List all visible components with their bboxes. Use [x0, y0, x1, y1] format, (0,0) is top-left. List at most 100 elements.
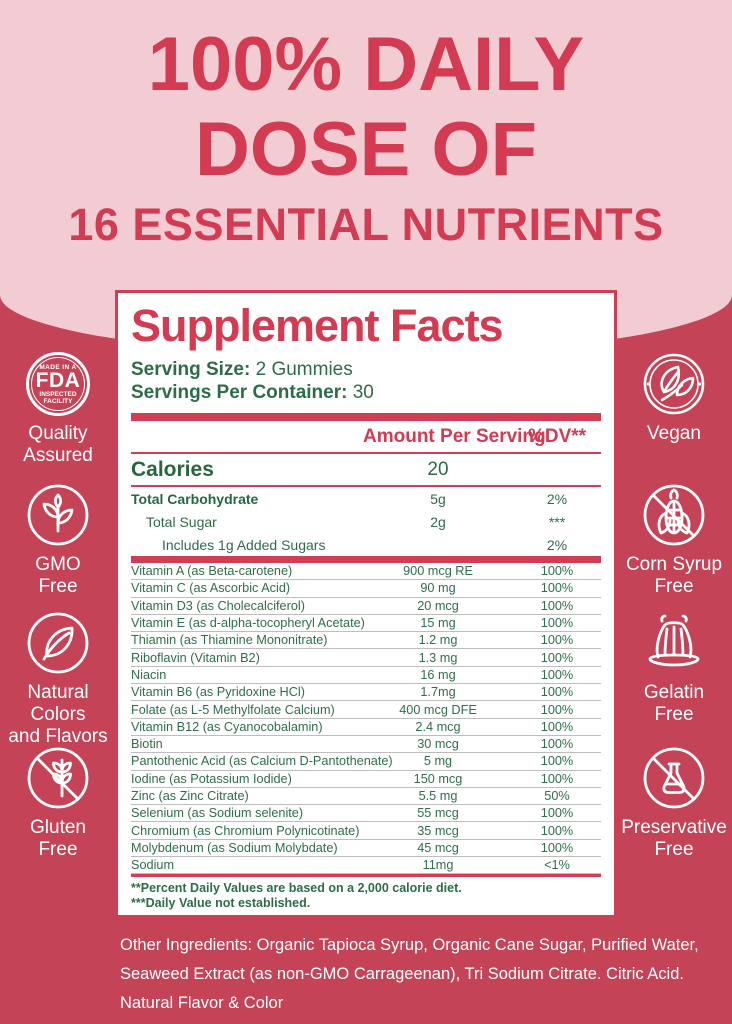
badge-quality-assured: MADE IN A FDA INSPECTED FACILITY Quality…: [0, 352, 116, 467]
hero-line-3: 16 ESSENTIAL NUTRIENTS: [68, 199, 664, 250]
nutrient-row: Vitamin E (as d-alpha-tocopheryl Acetate…: [131, 615, 601, 633]
nutrient-dv: 100%: [540, 581, 574, 596]
nutrient-name: Biotin: [131, 737, 163, 752]
nutrient-row: Folate (as L-5 Methylfolate Calcium) 400…: [131, 701, 601, 719]
serving-size-line: Serving Size: 2 Gummies: [131, 358, 601, 381]
nutrient-dv: 100%: [540, 702, 574, 717]
hero-headline: 100% DAILY DOSE OF 16 ESSENTIAL NUTRIENT…: [0, 22, 732, 252]
macro-row: Total Sugar 2g ***: [131, 510, 601, 533]
nutrient-amount: 900 mcg RE: [403, 564, 473, 579]
badge-label: Natural Colors and Flavors: [8, 682, 108, 747]
fda-bottom-text: INSPECTED FACILITY: [39, 390, 77, 405]
macro-name: Total Sugar: [146, 513, 217, 530]
nutrient-dv: 100%: [540, 754, 574, 769]
calories-label: Calories: [131, 457, 214, 481]
nutrient-name: Niacin: [131, 667, 167, 682]
nutrient-amount: 1.2 mg: [418, 633, 458, 648]
divider-thin: [131, 485, 601, 487]
nutrient-dv: 100%: [540, 771, 574, 786]
nutrient-row: Sodium 11mg <1%: [131, 857, 601, 875]
nutrient-dv: 100%: [540, 840, 574, 855]
macro-row: Total Carbohydrate 5g 2%: [131, 487, 601, 510]
nutrient-amount: 1.3 mg: [418, 650, 458, 665]
nutrient-name: Riboflavin (Vitamin B2): [131, 650, 260, 665]
badge-label: Gelatin Free: [643, 682, 705, 725]
fda-badge-icon: MADE IN A FDA INSPECTED FACILITY: [26, 352, 90, 416]
macro-row: Includes 1g Added Sugars 2%: [131, 533, 601, 556]
nutrient-name: Thiamin (as Thiamine Mononitrate): [131, 633, 328, 648]
nutrient-amount: 400 mcg DFE: [399, 702, 477, 717]
servings-per-container-line: Servings Per Container: 30: [131, 381, 601, 404]
nutrient-amount: 35 mcg: [417, 823, 459, 838]
macro-dv: 2%: [546, 536, 568, 553]
nutrient-name: Pantothenic Acid (as Calcium D-Pantothen…: [131, 754, 393, 769]
nutrient-dv: 100%: [540, 823, 574, 838]
nutrient-name: Folate (as L-5 Methylfolate Calcium): [131, 702, 335, 717]
calories-value: 20: [427, 458, 449, 480]
nutrient-amount: 2.4 mcg: [415, 719, 461, 734]
badge-label: Vegan: [647, 423, 701, 444]
nutrient-name: Iodine (as Potassium Iodide): [131, 771, 292, 786]
nutrient-amount: 90 mg: [420, 581, 456, 596]
macro-amount: 2g: [430, 513, 446, 530]
nutrient-row: Selenium (as Sodium selenite) 55 mcg 100…: [131, 805, 601, 823]
nutrient-name: Vitamin B12 (as Cyanocobalamin): [131, 719, 323, 734]
serving-size-value: 2 Gummies: [250, 359, 353, 380]
nutrient-dv: 100%: [540, 633, 574, 648]
macro-name: Total Carbohydrate: [131, 490, 259, 507]
panel-title: Supplement Facts: [131, 300, 504, 351]
nutrient-row: Riboflavin (Vitamin B2) 1.3 mg 100%: [131, 649, 601, 667]
nutrient-amount: 55 mcg: [417, 806, 459, 821]
nutrient-dv: 100%: [540, 667, 574, 682]
nutrient-dv: <1%: [544, 858, 570, 873]
divider-thick: [131, 413, 601, 421]
nutrient-dv: 100%: [540, 650, 574, 665]
macro-dv: ***: [548, 513, 566, 530]
nutrient-row: Thiamin (as Thiamine Mononitrate) 1.2 mg…: [131, 632, 601, 650]
nutrient-amount: 5 mg: [423, 754, 453, 769]
nutrient-dv: 100%: [540, 719, 574, 734]
nutrient-dv: 100%: [540, 806, 574, 821]
supplement-facts-panel: Supplement Facts Serving Size: 2 Gummies…: [115, 290, 617, 918]
divider-medium: [131, 874, 601, 878]
footnote-dv: **Percent Daily Values are based on a 2,…: [131, 881, 462, 896]
nutrient-name: Molybdenum (as Sodium Molybdate): [131, 840, 338, 855]
nutrient-name: Zinc (as Zinc Citrate): [131, 789, 249, 803]
calories-row: Calories 20: [131, 454, 601, 485]
badge-label: Gluten Free: [30, 817, 86, 860]
nutrient-row: Vitamin D3 (as Cholecalciferol) 20 mcg 1…: [131, 598, 601, 615]
sprout-icon: [26, 483, 90, 547]
divider-thick: [131, 556, 601, 563]
hero-line-1: 100% DAILY: [147, 22, 585, 107]
badge-label: Corn Syrup Free: [625, 554, 723, 597]
badge-label: Quality Assured: [23, 423, 93, 466]
serving-size-label: Serving Size:: [131, 359, 251, 380]
other-ingredients-text: Other Ingredients: Organic Tapioca Syrup…: [120, 936, 699, 1012]
macro-amount: 5g: [430, 490, 446, 507]
servings-label: Servings Per Container:: [131, 382, 348, 403]
badge-gelatin-free: Gelatin Free: [616, 611, 732, 726]
table-header-row: Amount Per Serving %DV**: [131, 421, 601, 452]
nutrient-dv: 100%: [540, 737, 574, 752]
macro-dv: 2%: [546, 490, 568, 507]
nutrient-dv: 100%: [540, 598, 574, 613]
badge-natural-colors-flavors: Natural Colors and Flavors: [0, 611, 116, 748]
nutrient-amount: 1.7mg: [420, 685, 456, 700]
nutrient-row: Biotin 30 mcg 100%: [131, 736, 601, 754]
servings-value: 30: [347, 382, 374, 403]
nutrient-name: Vitamin E (as d-alpha-tocopheryl Acetate…: [131, 616, 365, 631]
nutrient-dv: 100%: [540, 685, 574, 700]
nutrient-row: Niacin 16 mg 100%: [131, 667, 601, 685]
badge-vegan: Vegan: [616, 352, 732, 445]
corn-slash-icon: [642, 483, 706, 547]
footnote-not-established: ***Daily Value not established.: [131, 896, 311, 911]
nutrient-row: Molybdenum (as Sodium Molybdate) 45 mcg …: [131, 840, 601, 858]
divider-thin: [131, 452, 601, 454]
nutrient-row: Vitamin B6 (as Pyridoxine HCl) 1.7mg 100…: [131, 684, 601, 702]
nutrient-row: Zinc (as Zinc Citrate) 5.5 mg 50%: [131, 788, 601, 806]
badge-preservative-free: Preservative Free: [616, 746, 732, 861]
nutrient-row: Vitamin A (as Beta-carotene) 900 mcg RE …: [131, 563, 601, 581]
nutrient-name: Vitamin C (as Ascorbic Acid): [131, 581, 291, 596]
leaf-icon: [26, 611, 90, 675]
nutrient-amount: 5.5 mg: [418, 789, 458, 803]
